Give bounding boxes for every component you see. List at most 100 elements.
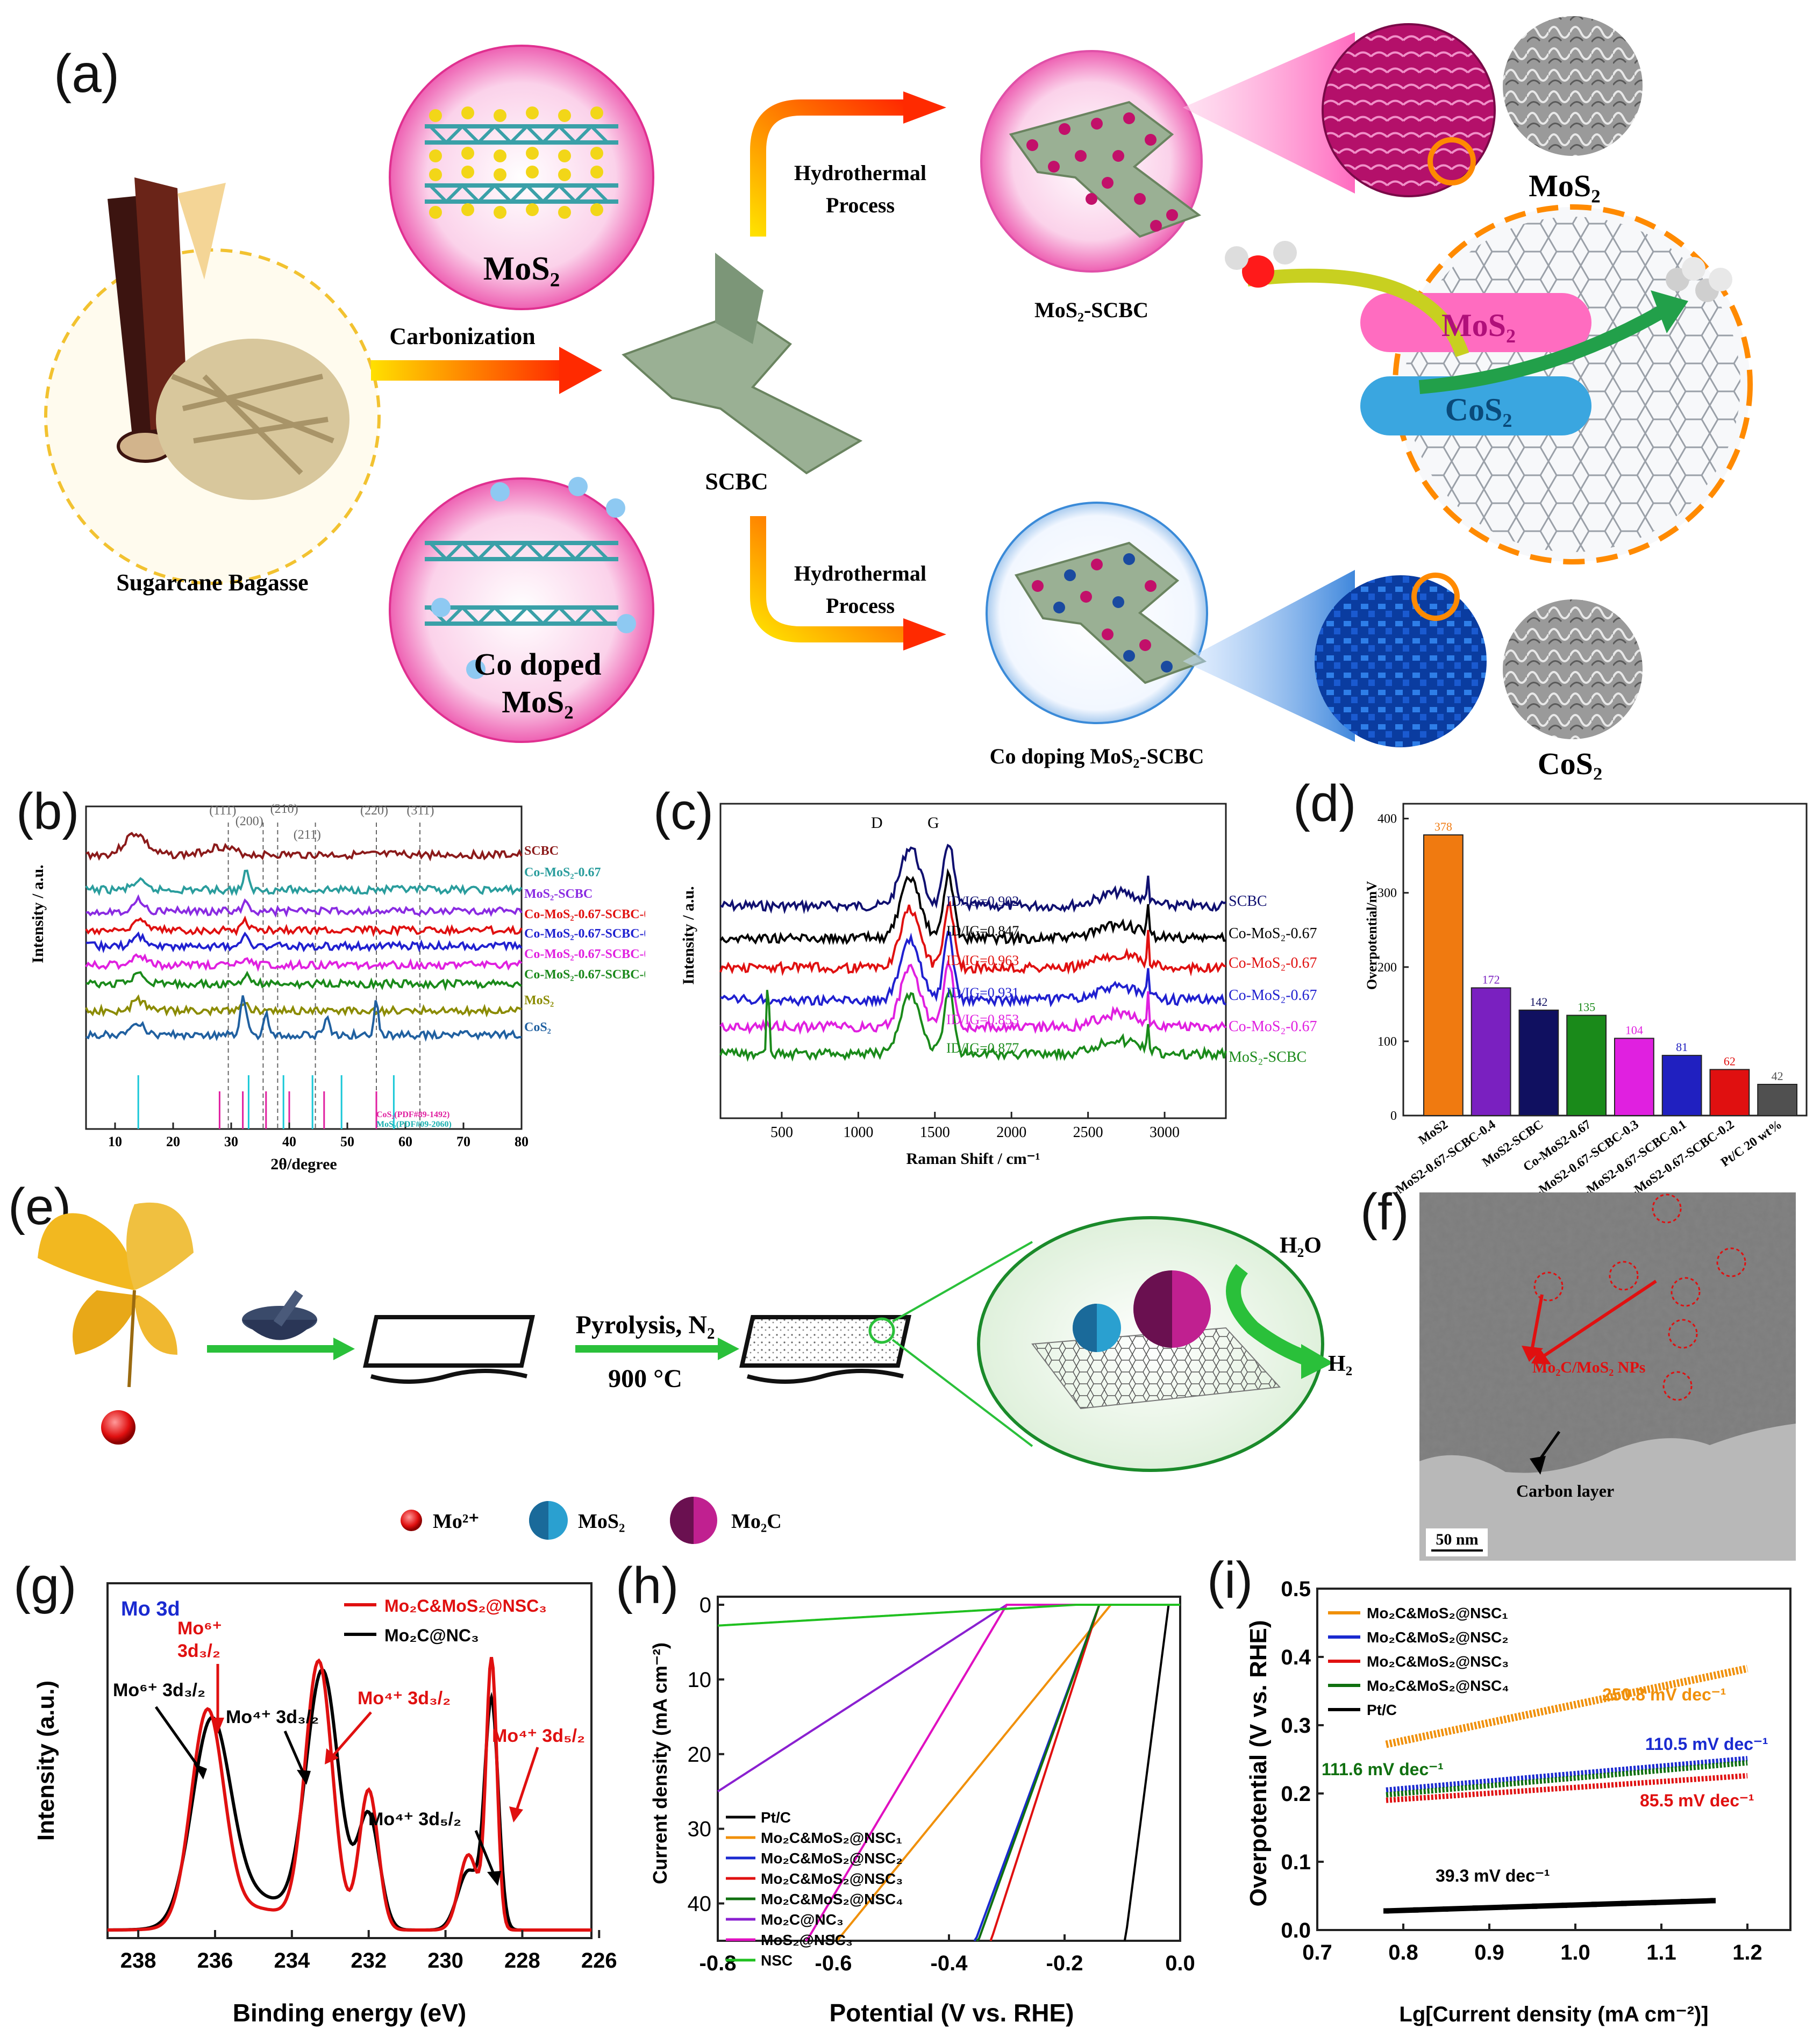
ann-mo4-32-black: Mo⁴⁺ 3d₃/₂: [226, 1707, 319, 1727]
layer-mos2-label: MoS₂: [1441, 308, 1516, 343]
xrd-plane-label: (311): [406, 804, 434, 818]
i-x-tick: 1.2: [1732, 1941, 1762, 1964]
panel-b-xlabel: 2θ/degree: [270, 1155, 337, 1173]
bar-value-label: 81: [1676, 1040, 1688, 1054]
raman-ratio: ID/IG=0.902: [946, 894, 1019, 909]
raman-ratio: ID/IG=0.877: [946, 1040, 1019, 1056]
tafel-legend-item: Mo₂C&MoS₂@NSC₄: [1367, 1677, 1509, 1694]
bar-value-label: 135: [1578, 1000, 1595, 1014]
sugarcane-bagasse-illustration: [44, 177, 381, 585]
xrd-legend-item: MoS₂: [524, 994, 554, 1007]
bar-value-label: 378: [1434, 820, 1452, 833]
tafel-point: [1561, 1903, 1567, 1909]
overpotential-bar: [1566, 1014, 1607, 1117]
tafel-legend-item: Mo₂C&MoS₂@NSC₁: [1367, 1605, 1508, 1621]
xrd-curve: [85, 995, 522, 1042]
co-doping-mos2-scbc-circle: [986, 502, 1208, 724]
sulfur-atom: [461, 203, 474, 216]
h-x-tick: 0.0: [1165, 1952, 1195, 1975]
tafel-slope-label: 85.5 mV dec⁻¹: [1640, 1791, 1754, 1810]
panel-d-ylabel: Overpotential/mV: [1364, 881, 1380, 990]
sulfur-atom: [494, 149, 506, 162]
tafel-slope-label: 110.5 mV dec⁻¹: [1645, 1734, 1768, 1754]
tafel-slope-label: 39.3 mV dec⁻¹: [1436, 1866, 1550, 1885]
xrd-x-tick: 40: [282, 1134, 296, 1149]
cos2-flower-image: [1315, 575, 1487, 747]
raman-curve: [719, 900, 1226, 977]
xrd-plane-label: (111): [209, 804, 236, 818]
tafel-point: [1651, 1899, 1657, 1905]
legend-mo-label: Mo²⁺: [433, 1510, 479, 1533]
mortar-icon: [242, 1290, 317, 1340]
xrd-curve: [85, 953, 523, 972]
legend-mo-marker: [401, 1510, 422, 1531]
panel-a-schematic: Sugarcane Bagasse Carbonization MoS₂ Co …: [44, 16, 1753, 780]
sulfur-atom: [526, 147, 539, 160]
i-y-tick: 0.3: [1281, 1714, 1311, 1738]
g-x-tick: 232: [351, 1949, 387, 1972]
xrd-curve: [85, 970, 523, 991]
tafel-slope-label: 250.8 mV dec⁻¹: [1602, 1685, 1726, 1704]
raman-ratio: ID/IG=0.853: [946, 1012, 1019, 1027]
raman-curve: [719, 988, 1227, 1062]
lsv-curve: [717, 1604, 1180, 1792]
g-x-tick: 226: [581, 1949, 617, 1972]
nps-label: Mo₂C/MoS₂ NPs: [1532, 1359, 1645, 1376]
panel-h-xlabel: Potential (V vs. RHE): [830, 1999, 1074, 2027]
ann-mo6-black: Mo⁶⁺ 3d₃/₂: [113, 1680, 205, 1700]
sulfur-atom: [429, 109, 442, 122]
tafel-line: [1386, 1760, 1748, 1798]
sulfur-atom: [461, 147, 474, 160]
xrd-x-tick: 50: [340, 1134, 354, 1149]
ginkgo-leaves: [38, 1202, 194, 1388]
panel-i-xlabel: Lg[Current density (mA cm⁻²)]: [1399, 2003, 1708, 2026]
d-y-tick: 100: [1377, 1035, 1397, 1049]
xps-curve-mo2c-mos2-nsc3: [108, 1657, 591, 1932]
catalyst-zoom-oval: [977, 1216, 1333, 1472]
xrd-legend-item: Co-MoS₂-0.67: [524, 866, 601, 880]
panel-b-xrd-chart: Intensity / a.u. (111)(200) (210) (211) (22…: [29, 802, 645, 1173]
pyrolysis-label: Pyrolysis, N₂: [576, 1311, 715, 1339]
xrd-x-tick: 20: [166, 1134, 180, 1149]
carbon-layer-label: Carbon layer: [1516, 1481, 1614, 1500]
sulfur-atom: [558, 149, 571, 162]
i-y-tick: 0.5: [1281, 1577, 1311, 1601]
legend-mo2c-label: Mo₂C: [731, 1510, 782, 1533]
scbc-carbon-sheet: [622, 253, 863, 475]
sulfur-atom: [494, 168, 506, 181]
tafel-legend-item: Mo₂C&MoS₂@NSC₃: [1367, 1653, 1509, 1670]
ground-powder-sheet: [363, 1315, 535, 1384]
tafel-point: [1680, 1899, 1686, 1905]
raman-legend-item: SCBC: [1229, 893, 1267, 910]
mo-precursor-ball: [101, 1410, 135, 1445]
raman-curve: [719, 868, 1226, 947]
raman-x-tick: 1000: [843, 1124, 873, 1141]
panel-i-tafel-chart: Overpotential (V vs. RHE) 0.0 0.1 0.2 0.3 0.…: [1245, 1577, 1791, 2026]
raman-x-tick: 1500: [920, 1124, 950, 1141]
scale-bar-label: 50 nm: [1436, 1531, 1478, 1548]
xrd-legend-item: Co-MoS₂-0.67-SCBC-0.: [524, 968, 645, 982]
raman-ratio: ID/IG=0.847: [946, 923, 1019, 939]
heterostructure-zoom-circle: [1225, 204, 1753, 564]
xrd-plane-label: (210): [270, 802, 298, 816]
bar-value-label: 42: [1772, 1069, 1783, 1083]
sulfur-atom: [558, 168, 571, 181]
tafel-line: [1386, 1898, 1714, 1914]
ann-mo4-32-red: Mo⁴⁺ 3d₃/₂: [358, 1688, 451, 1709]
pdf-cos2: CoS₂(PDF#89-1492): [376, 1110, 449, 1119]
panel-h-lsv-chart: Current density (mA cm⁻²) 0 10 20 30 40 -0.8…: [649, 1593, 1195, 2027]
ann-mo4-52-black: Mo⁴⁺ 3d₅/₂: [368, 1809, 461, 1829]
i-y-tick: 0.0: [1281, 1919, 1311, 1942]
sulfur-atom: [429, 149, 442, 162]
sulfur-atom: [429, 206, 442, 219]
sulfur-atom: [461, 106, 474, 119]
overpotential-bar: [1471, 987, 1511, 1116]
panel-f-tem-image: Mo₂C/MoS₂ NPs Carbon layer 50 nm: [1419, 1192, 1796, 1561]
xrd-legend-item: Co-MoS₂-0.67-SCBC-0.: [524, 927, 645, 941]
lsv-curve: [1123, 1604, 1180, 1941]
xrd-legend-item: MoS₂-SCBC: [524, 887, 593, 901]
panel-i-ylabel: Overpotential (V vs. RHE): [1245, 1620, 1272, 1906]
xrd-curve: [85, 915, 523, 938]
i-y-tick: 0.2: [1281, 1782, 1311, 1806]
i-y-tick: 0.1: [1281, 1850, 1311, 1874]
